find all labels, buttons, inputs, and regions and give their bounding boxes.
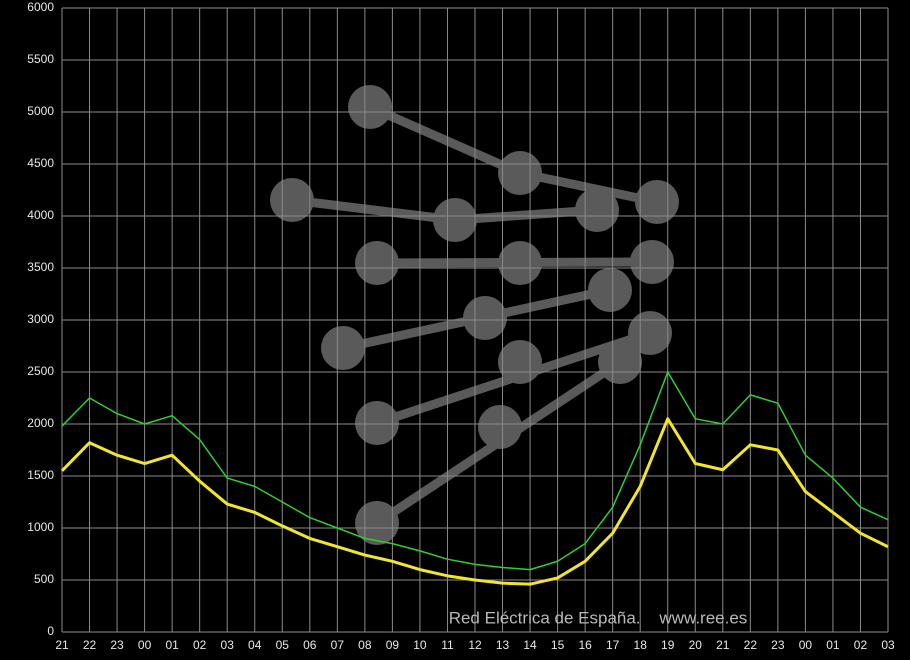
x-tick-label: 21	[55, 638, 69, 652]
x-tick-label: 17	[606, 638, 620, 652]
y-tick-label: 4500	[27, 156, 54, 170]
y-tick-label: 1000	[27, 520, 54, 534]
x-tick-label: 03	[221, 638, 235, 652]
x-tick-label: 11	[441, 638, 454, 652]
x-tick-label: 22	[744, 638, 758, 652]
x-tick-label: 23	[110, 638, 124, 652]
x-tick-label: 00	[799, 638, 813, 652]
y-tick-label: 3500	[27, 260, 54, 274]
x-tick-label: 03	[881, 638, 895, 652]
x-tick-label: 02	[193, 638, 207, 652]
chart: Red Eléctrica de España. www.ree.es 0500…	[0, 0, 910, 660]
y-tick-label: 2000	[27, 416, 54, 430]
y-tick-label: 5000	[27, 104, 54, 118]
x-tick-label: 05	[276, 638, 290, 652]
x-tick-label: 16	[578, 638, 592, 652]
x-tick-label: 12	[468, 638, 482, 652]
x-tick-label: 01	[165, 638, 179, 652]
y-tick-label: 3000	[27, 312, 54, 326]
x-tick-label: 01	[826, 638, 840, 652]
x-tick-label: 09	[386, 638, 400, 652]
x-tick-label: 18	[634, 638, 648, 652]
grid	[62, 8, 888, 632]
x-tick-label: 04	[248, 638, 262, 652]
x-tick-label: 21	[716, 638, 730, 652]
x-tick-label: 07	[331, 638, 345, 652]
x-tick-label: 19	[661, 638, 675, 652]
y-tick-label: 1500	[27, 468, 54, 482]
x-tick-label: 10	[413, 638, 427, 652]
x-tick-label: 06	[303, 638, 317, 652]
x-tick-label: 23	[771, 638, 785, 652]
y-tick-label: 0	[47, 624, 54, 638]
x-tick-label: 00	[138, 638, 152, 652]
x-tick-label: 02	[854, 638, 868, 652]
x-tick-label: 22	[83, 638, 97, 652]
watermark-text: Red Eléctrica de España. www.ree.es	[449, 608, 748, 627]
x-tick-label: 15	[551, 638, 565, 652]
y-tick-label: 6000	[27, 0, 54, 14]
y-tick-label: 5500	[27, 52, 54, 66]
x-tick-label: 20	[689, 638, 703, 652]
y-tick-label: 500	[34, 572, 54, 586]
x-tick-label: 13	[496, 638, 510, 652]
x-tick-label: 14	[523, 638, 537, 652]
y-tick-label: 2500	[27, 364, 54, 378]
y-tick-label: 4000	[27, 208, 54, 222]
x-tick-label: 08	[358, 638, 372, 652]
